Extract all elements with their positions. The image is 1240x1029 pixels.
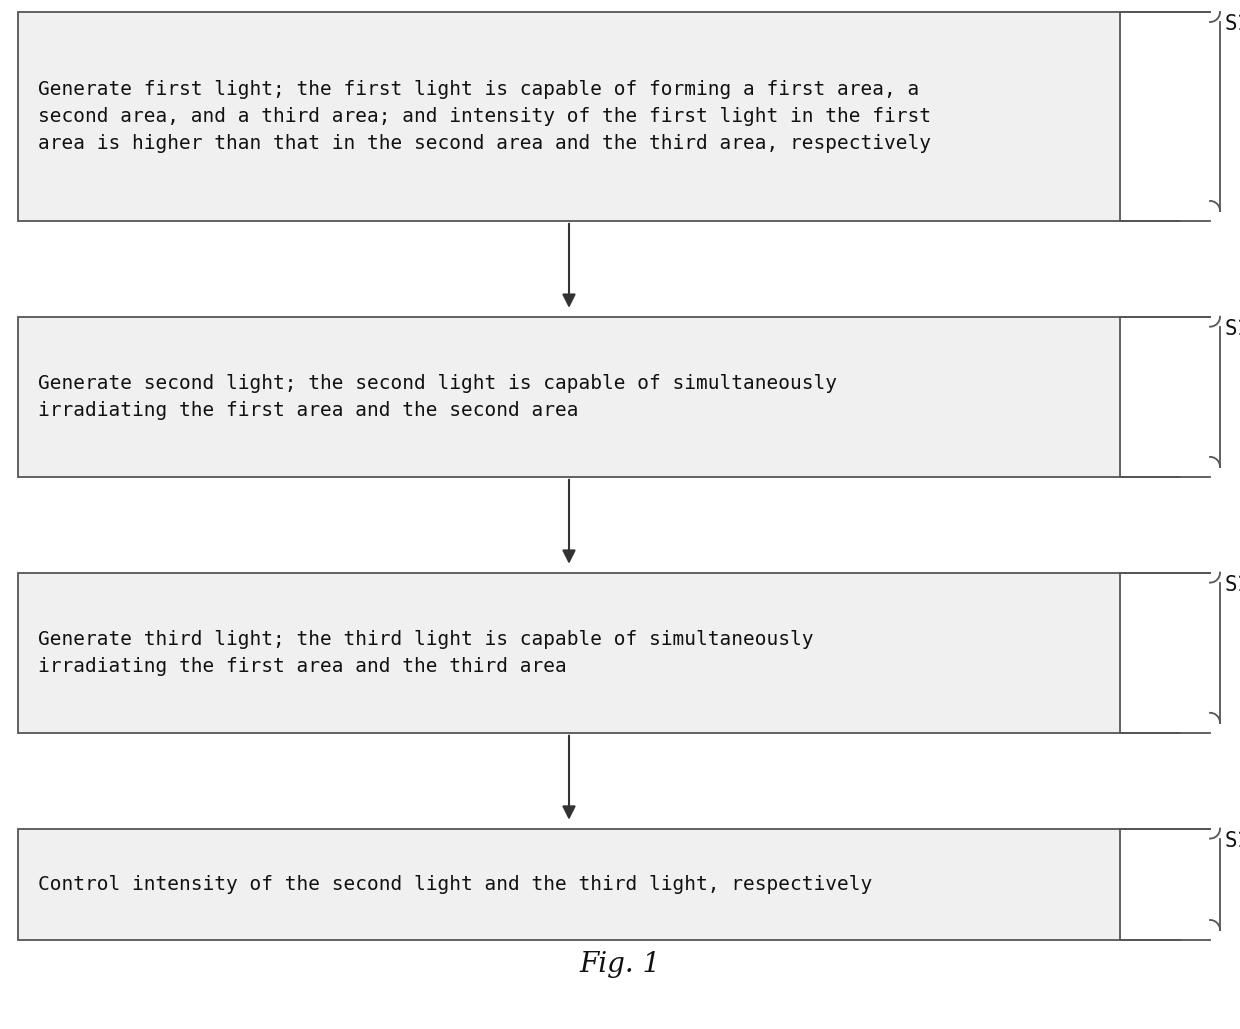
Bar (19, 572, 1120, 733)
Text: S103: S103 (1225, 574, 1240, 595)
Text: S101: S101 (1225, 14, 1240, 34)
Text: Generate second light; the second light is capable of simultaneously
irradiating: Generate second light; the second light … (38, 374, 837, 420)
Bar (19, 12, 1120, 221)
Text: S102: S102 (1225, 319, 1240, 339)
Text: S104: S104 (1225, 830, 1240, 851)
Bar (19, 317, 1120, 476)
Text: Generate first light; the first light is capable of forming a first area, a
seco: Generate first light; the first light is… (38, 79, 931, 153)
Bar (19, 828, 1120, 941)
Text: Control intensity of the second light and the third light, respectively: Control intensity of the second light an… (38, 875, 872, 894)
Text: Generate third light; the third light is capable of simultaneously
irradiating t: Generate third light; the third light is… (38, 630, 813, 676)
Text: Fig. 1: Fig. 1 (579, 951, 661, 978)
